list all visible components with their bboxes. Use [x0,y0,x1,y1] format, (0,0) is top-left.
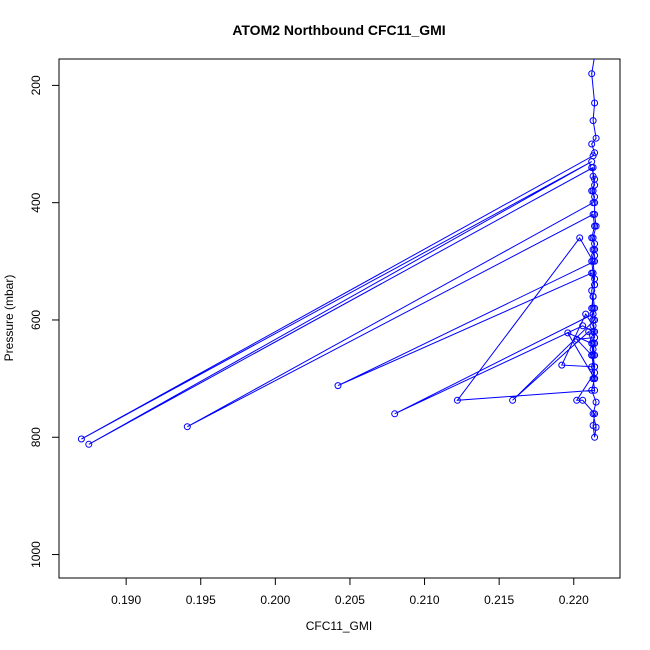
data-point [591,328,599,336]
y-axis-label: Pressure (mbar) [2,275,16,362]
data-point [588,351,596,359]
x-tick-label: 0.210 [410,593,440,607]
data-point [85,440,93,448]
data-point [591,433,599,441]
data-point [509,396,517,404]
data-point [589,339,597,347]
data-point [589,316,597,324]
data-point [592,423,600,431]
data-point [591,210,599,218]
x-axis-label: CFC11_GMI [306,619,372,633]
data-point [183,423,191,431]
data-point [588,257,596,265]
data-point [591,99,599,107]
series-line [81,59,597,445]
data-point [589,117,597,125]
data-point [588,386,596,394]
data-point [589,187,597,195]
data-point [579,322,587,330]
x-tick-label: 0.205 [335,593,365,607]
data-point [564,329,572,337]
data-point [589,269,597,277]
chart-title: ATOM2 Northbound CFC11_GMI [232,22,445,38]
plot-area [77,59,600,448]
data-point [558,361,566,369]
data-point [334,382,342,390]
data-point [591,199,599,207]
data-point [592,398,600,406]
data-point [77,435,85,443]
data-point [591,375,599,383]
data-point [579,396,587,404]
data-point [591,246,599,254]
x-tick-label: 0.195 [186,593,216,607]
y-tick-label: 800 [29,427,43,447]
data-point [589,410,597,418]
x-tick-label: 0.220 [559,593,589,607]
data-point [453,396,461,404]
data-point [588,70,596,78]
y-tick-label: 1000 [29,541,43,568]
data-point [573,335,581,343]
data-point [589,234,597,242]
data-point [592,59,597,60]
data-point [391,410,399,418]
x-axis: 0.190 0.195 0.200 0.205 0.210 0.215 0.220 [111,577,589,607]
y-tick-label: 200 [29,75,43,95]
data-point [592,134,600,142]
data-point [588,164,596,171]
y-tick-label: 400 [29,192,43,212]
data-point [591,386,599,394]
data-point [591,351,599,359]
data-point [588,363,596,371]
series-group [77,59,600,448]
data-point [588,140,596,148]
x-tick-label: 0.190 [111,593,141,607]
data-point [591,175,599,183]
data-point [589,293,597,300]
x-tick-label: 0.200 [260,593,290,607]
plot-frame [58,58,621,579]
y-axis: 200 400 600 800 1000 [29,75,60,568]
data-point [591,281,599,289]
data-point [592,222,600,230]
data-point [576,234,584,242]
data-point [582,310,590,318]
y-tick-label: 600 [29,310,43,330]
x-tick-label: 0.215 [484,593,514,607]
data-point [588,304,596,312]
